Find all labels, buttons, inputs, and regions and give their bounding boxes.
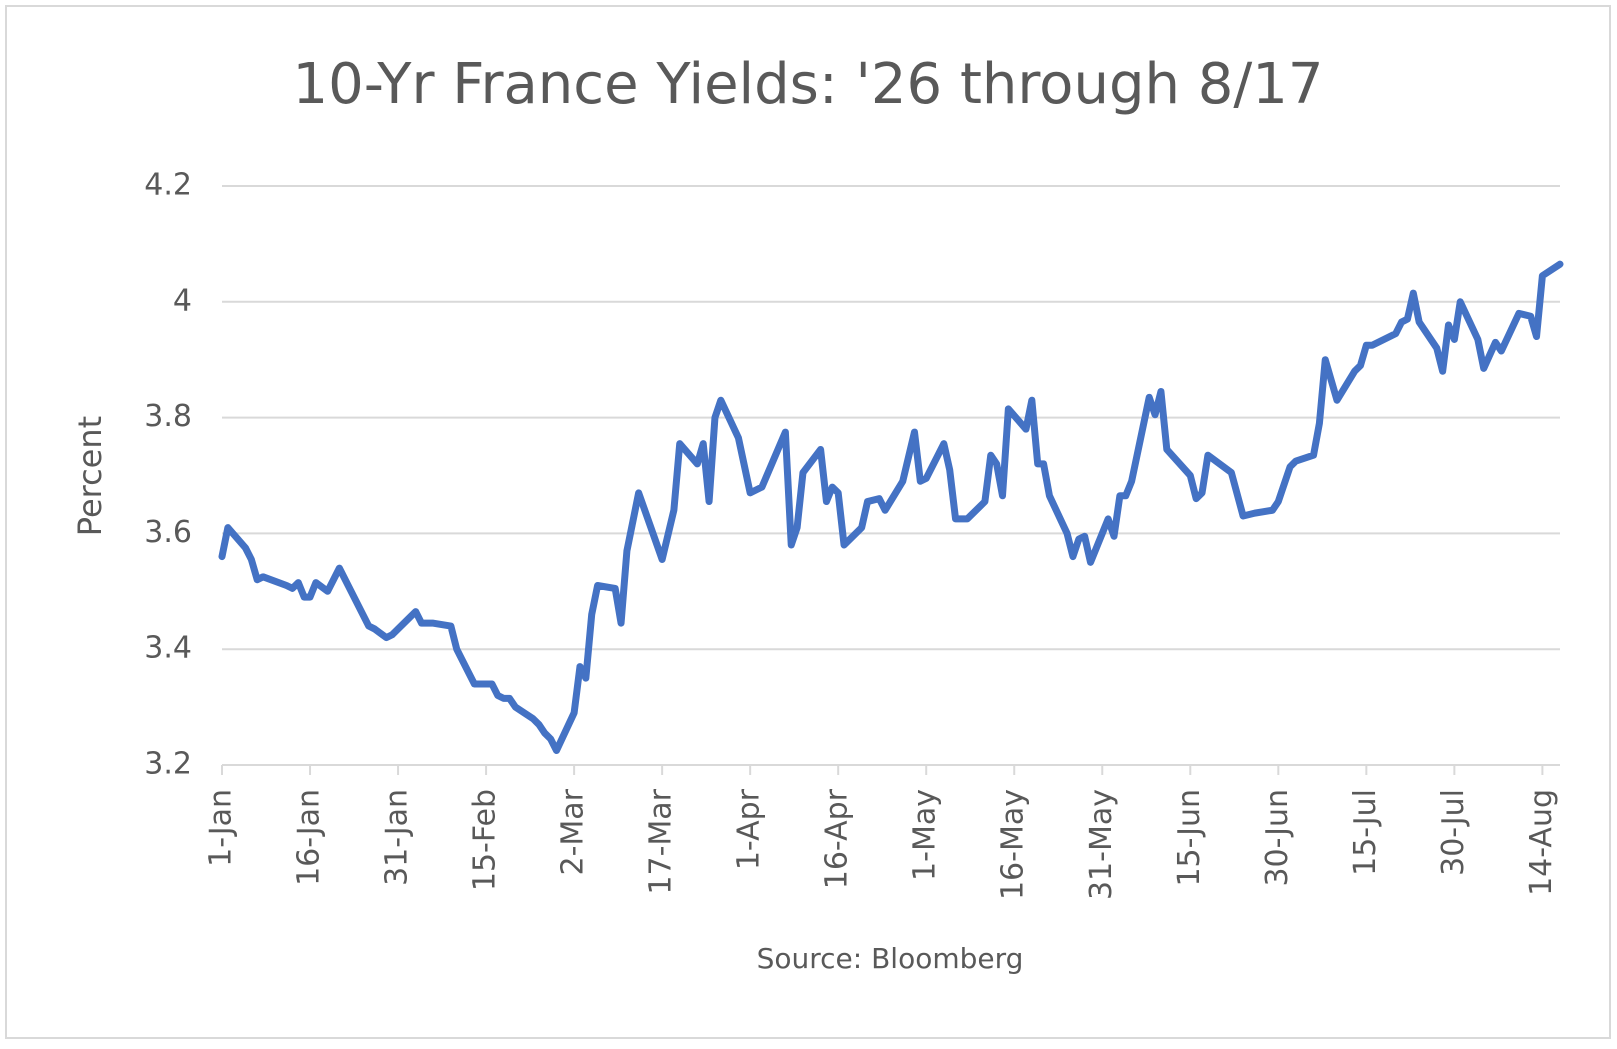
y-tick-label: 3.2	[144, 747, 192, 782]
x-tick-label: 2-Mar	[556, 788, 591, 875]
x-tick-label: 16-Apr	[820, 788, 855, 889]
x-tick-label: 15-Jul	[1348, 789, 1383, 876]
chart-title: 10-Yr France Yields: '26 through 8/17	[292, 52, 1323, 117]
y-tick-label: 3.8	[144, 399, 192, 434]
y-tick-label: 3.6	[144, 515, 192, 550]
x-tick-label: 31-Jan	[380, 789, 415, 886]
x-tick-label: 15-Feb	[468, 789, 503, 891]
source-note: Source: Bloomberg	[757, 942, 1024, 975]
x-tick-label: 1-May	[908, 789, 943, 881]
x-tick-label: 16-May	[996, 789, 1031, 900]
x-tick-label: 30-Jul	[1436, 789, 1471, 876]
y-tick-label: 4	[173, 283, 192, 318]
x-tick-label: 1-Apr	[732, 788, 767, 870]
x-tick-label: 16-Jan	[292, 789, 327, 886]
x-tick-label: 15-Jun	[1172, 789, 1207, 887]
y-tick-label: 4.2	[144, 168, 192, 203]
chart-border	[5, 5, 1611, 1039]
y-tick-label: 3.4	[144, 631, 192, 666]
x-tick-label: 17-Mar	[644, 788, 679, 894]
x-tick-label: 30-Jun	[1260, 789, 1295, 887]
y-axis-label: Percent	[71, 416, 109, 536]
x-tick-label: 31-May	[1084, 789, 1119, 900]
x-tick-label: 1-Jan	[204, 789, 239, 867]
x-tick-label: 14-Aug	[1524, 789, 1559, 896]
data-line	[218, 260, 1564, 755]
